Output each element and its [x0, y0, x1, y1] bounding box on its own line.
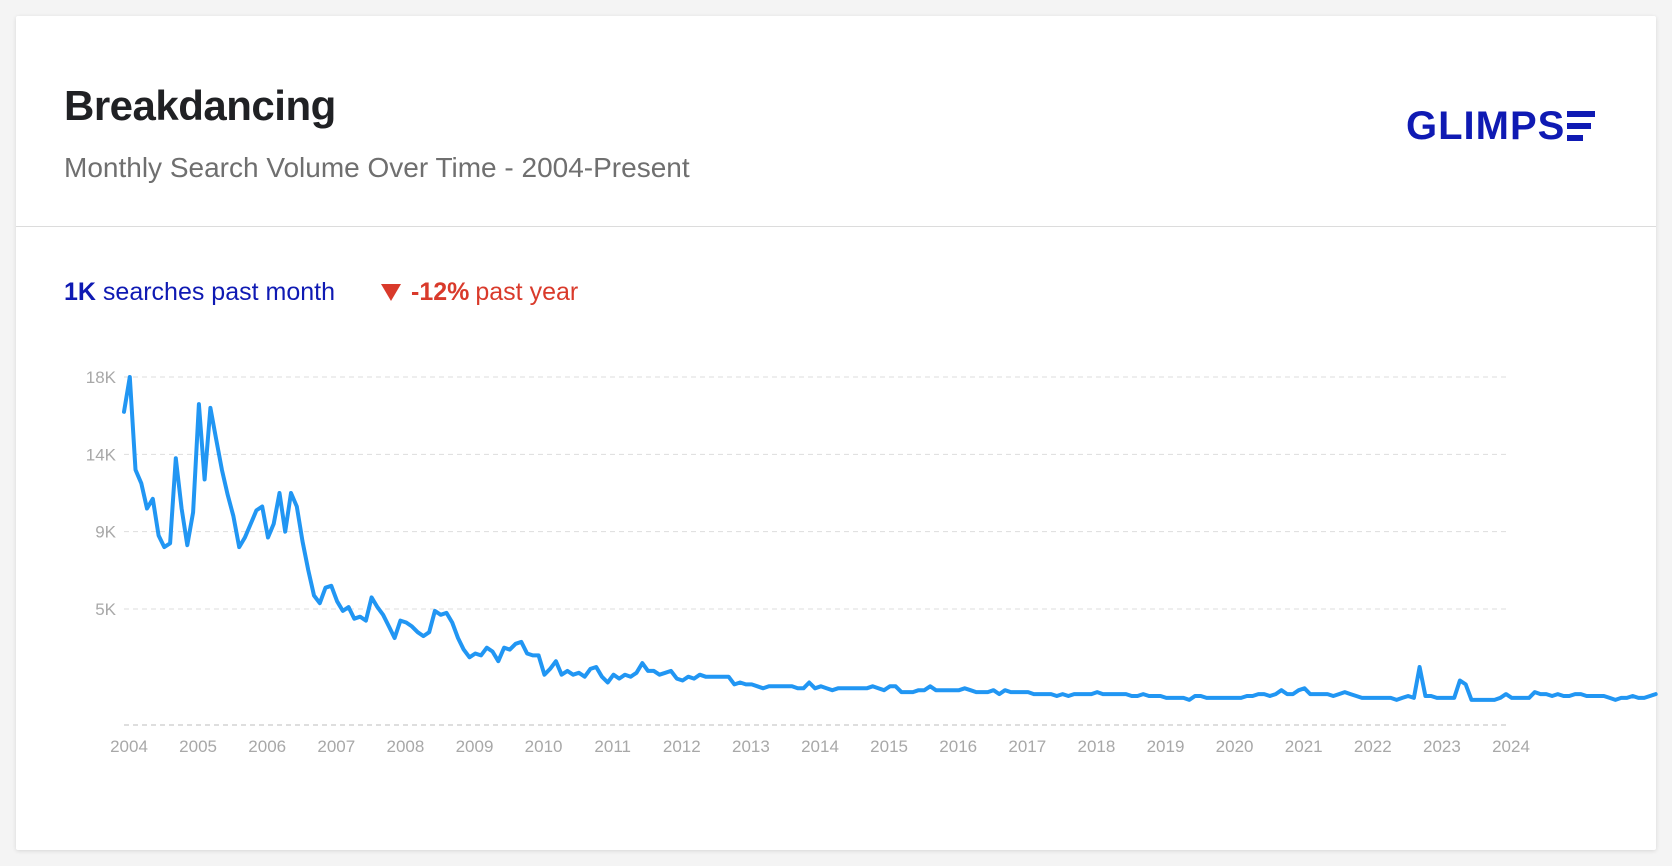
card-header: Breakdancing Monthly Search Volume Over …	[16, 16, 1656, 227]
page-subtitle: Monthly Search Volume Over Time - 2004-P…	[64, 152, 690, 183]
chart-card: Breakdancing Monthly Search Volume Over …	[16, 16, 1656, 850]
x-tick-label: 2019	[1147, 737, 1185, 756]
search-volume-stat: 1K searches past month	[64, 278, 335, 307]
search-volume-value: 1K	[64, 278, 96, 306]
yearly-change-value: -12%	[411, 278, 470, 306]
page-title: Breakdancing	[64, 82, 336, 129]
x-tick-label: 2017	[1008, 737, 1046, 756]
logo-e-mark-icon	[1567, 111, 1596, 141]
x-tick-label: 2014	[801, 737, 839, 756]
x-tick-label: 2023	[1423, 737, 1461, 756]
triangle-down-icon	[381, 283, 401, 301]
stats-row: 1K searches past month -12% past year	[64, 278, 578, 307]
y-tick-label: 14K	[86, 445, 117, 464]
x-tick-label: 2021	[1285, 737, 1323, 756]
yearly-change-label: past year	[475, 278, 579, 306]
x-tick-label: 2009	[456, 737, 494, 756]
x-tick-label: 2020	[1216, 737, 1254, 756]
x-tick-label: 2012	[663, 737, 701, 756]
y-tick-label: 9K	[95, 523, 116, 542]
logo-wordmark: GLIMPS	[1406, 103, 1566, 148]
x-tick-label: 2004	[110, 737, 148, 756]
x-tick-label: 2010	[525, 737, 563, 756]
search-volume-label: searches past month	[102, 278, 335, 306]
x-tick-label: 2018	[1077, 737, 1115, 756]
x-tick-label: 2011	[594, 737, 631, 756]
x-tick-label: 2007	[317, 737, 355, 756]
x-tick-label: 2022	[1354, 737, 1392, 756]
y-tick-label: 18K	[86, 368, 117, 387]
glimpse-logo: GLIMPS	[1406, 98, 1597, 154]
x-tick-label: 2016	[939, 737, 977, 756]
x-tick-label: 2006	[248, 737, 286, 756]
x-tick-label: 2005	[179, 737, 217, 756]
y-tick-label: 5K	[95, 600, 116, 619]
series-line	[122, 375, 1658, 702]
yearly-change-stat: -12% past year	[381, 278, 578, 307]
x-tick-label: 2013	[732, 737, 770, 756]
x-tick-label: 2015	[870, 737, 908, 756]
x-tick-label: 2008	[386, 737, 424, 756]
x-tick-label: 2024	[1492, 737, 1530, 756]
